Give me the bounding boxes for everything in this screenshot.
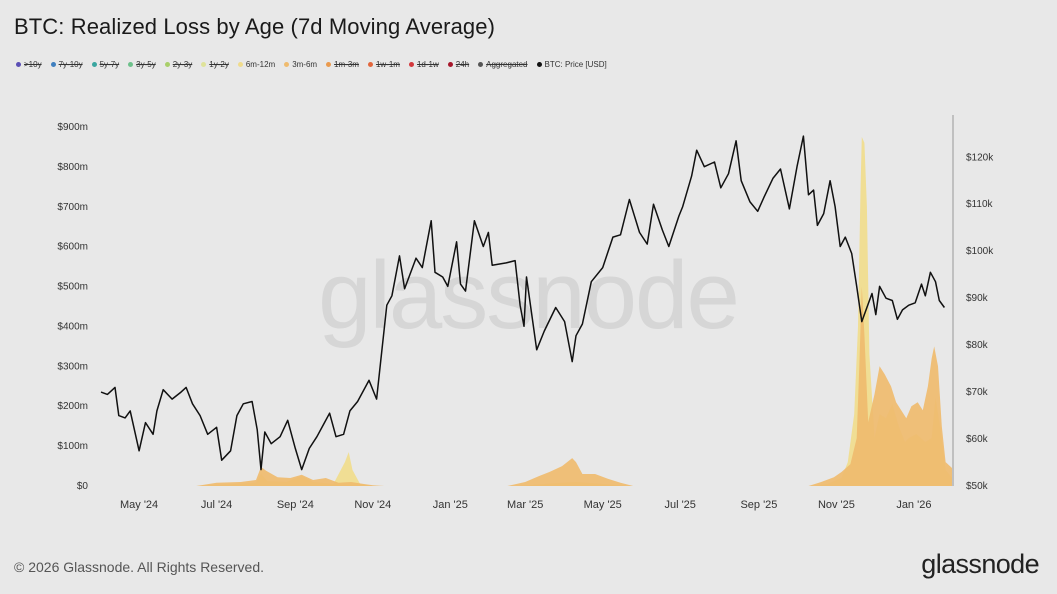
x-tick-label: Sep '25 xyxy=(740,499,777,511)
legend-dot-icon xyxy=(367,62,373,67)
legend-label: BTC: Price [USD] xyxy=(544,60,607,69)
legend-item[interactable]: 3y-5y xyxy=(128,60,156,69)
y-left-tick-label: $900m xyxy=(57,122,88,133)
legend-label: 7y-10y xyxy=(58,60,83,69)
y-right-tick-label: $100k xyxy=(966,246,994,257)
legend-item[interactable]: 6m-12m xyxy=(237,60,276,69)
y-left-tick-label: $600m xyxy=(57,242,88,253)
price-line xyxy=(100,135,946,471)
legend-dot-icon xyxy=(478,62,484,67)
right-axis: $50k $60k $70k $80k $90k $100k $110k $120k xyxy=(966,152,994,492)
legend-item[interactable]: BTC: Price [USD] xyxy=(536,60,607,69)
x-tick-label: Sep '24 xyxy=(277,499,314,511)
x-tick-label: May '25 xyxy=(584,499,622,511)
left-axis: $0 $100m $200m $300m $400m $500m $600m $700m $80… xyxy=(57,122,88,492)
area-series-3m-6m xyxy=(101,286,952,486)
legend-label: 1m-3m xyxy=(334,60,359,69)
legend-item[interactable]: 1w-1m xyxy=(367,60,400,69)
y-right-tick-label: $50k xyxy=(966,481,989,492)
legend-label: 24h xyxy=(455,60,470,69)
copyright-text: © 2026 Glassnode. All Rights Reserved. xyxy=(14,559,265,575)
y-left-tick-label: $300m xyxy=(57,361,88,372)
legend-dot-icon xyxy=(326,62,332,67)
brand-logo: glassnode xyxy=(921,549,1039,579)
legend-label: 3y-5y xyxy=(136,60,156,69)
y-left-tick-label: $200m xyxy=(57,401,88,412)
x-axis: May '24 Jul '24 Sep '24 Nov '24 Jan '25 Mar '… xyxy=(120,499,931,511)
legend-label: 2y-3y xyxy=(172,60,193,69)
legend-dot-icon xyxy=(408,62,414,67)
y-left-tick-label: $100m xyxy=(57,441,88,452)
legend-dot-icon xyxy=(447,62,453,67)
y-right-tick-label: $60k xyxy=(966,434,989,445)
legend-dot-icon xyxy=(284,62,290,67)
area-series-group xyxy=(101,136,952,486)
legend-dot-icon xyxy=(128,62,134,67)
y-left-tick-label: $500m xyxy=(57,282,88,293)
legend-item[interactable]: 1y-2y xyxy=(201,60,229,69)
y-left-tick-label: $800m xyxy=(57,162,88,173)
legend-item[interactable]: 7y-10y xyxy=(50,60,83,69)
legend-dot-icon xyxy=(164,62,170,67)
legend-label: 3m-6m xyxy=(292,60,318,69)
legend-item[interactable]: 5y-7y xyxy=(91,60,120,69)
legend-item[interactable]: 1m-3m xyxy=(326,60,359,69)
y-right-tick-label: $120k xyxy=(966,152,994,163)
chart-legend: >10y 7y-10y 5y-7y 3y-5y 2y-3y 1y-2y 6m-12m 3m-6… xyxy=(16,60,607,69)
legend-label: 6m-12m xyxy=(245,60,276,69)
y-right-tick-label: $90k xyxy=(966,293,989,304)
legend-item[interactable]: 2y-3y xyxy=(164,60,193,69)
legend-label: 1y-2y xyxy=(209,60,229,69)
legend-label: 1w-1m xyxy=(375,60,400,69)
x-tick-label: Jul '24 xyxy=(201,499,232,511)
x-tick-label: Jul '25 xyxy=(664,499,695,511)
legend-label: 1d-1w xyxy=(416,60,439,69)
legend-item[interactable]: 3m-6m xyxy=(284,60,317,69)
x-tick-label: May '24 xyxy=(120,499,158,511)
y-left-tick-label: $700m xyxy=(57,202,88,213)
legend-item[interactable]: >10y xyxy=(16,60,42,69)
legend-dot-icon xyxy=(237,62,243,67)
legend-dot-icon xyxy=(50,62,56,67)
legend-label: Aggregated xyxy=(486,60,528,69)
x-tick-label: Mar '25 xyxy=(507,499,543,511)
x-tick-label: Nov '24 xyxy=(354,499,391,511)
price-series-group xyxy=(100,135,946,471)
x-tick-label: Jan '25 xyxy=(433,499,468,511)
y-left-tick-label: $400m xyxy=(57,321,88,332)
watermark: glassnode xyxy=(318,242,738,349)
legend-label: 5y-7y xyxy=(99,60,120,69)
legend-item[interactable]: 24h xyxy=(447,60,470,69)
legend-dot-icon xyxy=(536,62,542,67)
y-right-tick-label: $70k xyxy=(966,387,989,398)
legend-label: >10y xyxy=(24,60,42,69)
x-tick-label: Jan '26 xyxy=(896,499,931,511)
y-left-tick-label: $0 xyxy=(77,481,89,492)
legend-dot-icon xyxy=(16,62,21,67)
y-right-tick-label: $80k xyxy=(966,340,989,351)
legend-item[interactable]: 1d-1w xyxy=(408,60,439,69)
legend-dot-icon xyxy=(201,62,207,67)
legend-item[interactable]: Aggregated xyxy=(478,60,528,69)
x-tick-label: Nov '25 xyxy=(818,499,855,511)
y-right-tick-label: $110k xyxy=(966,199,994,210)
chart-title: BTC: Realized Loss by Age (7d Moving Ave… xyxy=(14,14,496,39)
legend-dot-icon xyxy=(91,62,97,67)
